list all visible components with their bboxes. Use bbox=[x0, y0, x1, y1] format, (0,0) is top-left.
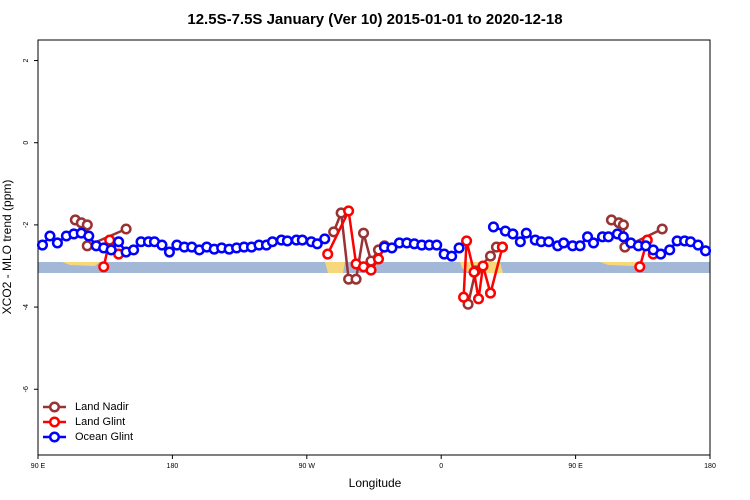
legend-marker bbox=[48, 416, 61, 428]
data-point bbox=[446, 250, 458, 262]
data-point bbox=[692, 239, 704, 251]
data-point bbox=[365, 264, 377, 276]
data-point bbox=[458, 291, 470, 303]
data-point bbox=[496, 241, 508, 253]
data-point bbox=[520, 227, 532, 239]
data-point bbox=[319, 233, 331, 245]
x-tick-label: 0 bbox=[439, 463, 443, 470]
legend-marker bbox=[48, 401, 61, 413]
data-point bbox=[558, 237, 570, 249]
data-point bbox=[120, 223, 132, 235]
legend-marker bbox=[48, 431, 61, 443]
data-point bbox=[311, 238, 323, 250]
y-tick-label: 2 bbox=[23, 58, 30, 62]
data-point bbox=[656, 223, 668, 235]
data-point bbox=[357, 227, 370, 239]
data-point bbox=[453, 242, 465, 254]
land-shape bbox=[325, 262, 345, 273]
data-point bbox=[664, 244, 676, 256]
data-point bbox=[507, 228, 519, 240]
legend: Land Nadir Land Glint Ocean Glint bbox=[43, 401, 133, 443]
y-tick-label: -6 bbox=[23, 386, 30, 392]
data-point bbox=[484, 287, 497, 299]
data-point bbox=[634, 261, 646, 273]
data-point bbox=[484, 250, 497, 262]
x-tick-label: 90 E bbox=[568, 463, 583, 470]
data-point bbox=[163, 246, 175, 258]
land-shape bbox=[600, 262, 640, 266]
data-point bbox=[128, 244, 140, 256]
land-shape bbox=[62, 262, 100, 266]
data-point bbox=[472, 293, 485, 305]
legend-label: Land Nadir bbox=[75, 401, 129, 413]
data-point bbox=[36, 239, 49, 251]
data-point bbox=[617, 231, 629, 243]
y-tick-label: 0 bbox=[23, 141, 30, 145]
data-point bbox=[574, 240, 586, 252]
data-point bbox=[386, 242, 398, 254]
data-point bbox=[105, 244, 117, 256]
data-point bbox=[51, 237, 63, 249]
data-point bbox=[98, 261, 110, 273]
data-point bbox=[266, 236, 279, 248]
data-point bbox=[156, 239, 168, 251]
x-tick-label: 180 bbox=[704, 463, 716, 470]
data-point bbox=[602, 231, 615, 243]
data-point bbox=[281, 235, 293, 247]
data-point bbox=[587, 237, 600, 249]
data-point bbox=[487, 221, 500, 233]
legend-label: Land Glint bbox=[75, 416, 125, 428]
data-point bbox=[461, 235, 473, 247]
data-point bbox=[83, 230, 95, 242]
data-point bbox=[543, 236, 555, 248]
data-point bbox=[372, 253, 385, 265]
x-tick-label: 90 W bbox=[299, 463, 316, 470]
x-tick-label: 90 E bbox=[31, 463, 46, 470]
data-point bbox=[113, 236, 125, 248]
x-tick-label: 180 bbox=[167, 463, 179, 470]
data-point bbox=[468, 266, 480, 278]
data-point bbox=[81, 240, 93, 252]
y-axis-label: XCO2 - MLO trend (ppm) bbox=[0, 180, 14, 315]
data-point bbox=[431, 239, 443, 251]
legend-label: Ocean Glint bbox=[75, 431, 133, 443]
y-tick-label: -4 bbox=[23, 304, 30, 310]
data-point bbox=[655, 248, 667, 260]
data-point bbox=[350, 273, 362, 285]
chart-title: 12.5S-7.5S January (Ver 10) 2015-01-01 t… bbox=[187, 11, 562, 28]
data-point bbox=[343, 205, 355, 217]
data-point bbox=[699, 245, 712, 257]
data-point bbox=[296, 234, 308, 246]
y-tick-label: -2 bbox=[23, 222, 30, 228]
data-point bbox=[514, 236, 526, 248]
data-point bbox=[477, 260, 489, 272]
data-point bbox=[81, 219, 93, 231]
data-point bbox=[322, 248, 334, 260]
x-axis-label: Longitude bbox=[349, 476, 402, 490]
data-point bbox=[44, 230, 56, 242]
data-point bbox=[617, 219, 629, 231]
data-point bbox=[104, 234, 116, 246]
